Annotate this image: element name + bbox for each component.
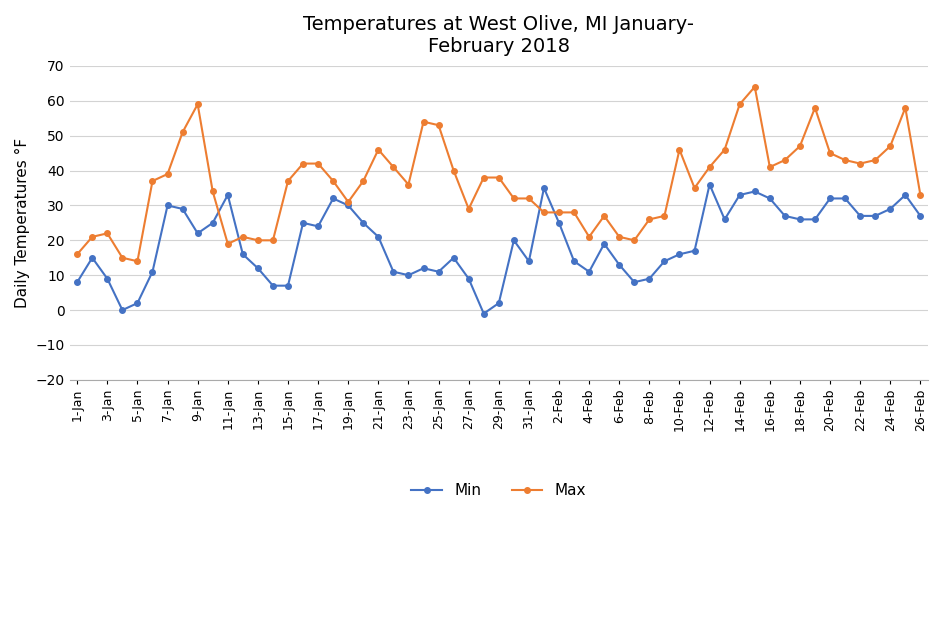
Max [448, 167, 459, 175]
Max [915, 191, 926, 198]
Min [659, 257, 670, 265]
Max [72, 251, 83, 258]
Min [72, 278, 83, 286]
Min [117, 306, 128, 314]
Min [674, 251, 686, 258]
Legend: Min, Max: Min, Max [405, 477, 592, 504]
Max [117, 254, 128, 261]
Min [915, 212, 926, 220]
Y-axis label: Daily Temperatures °F: Daily Temperatures °F [15, 138, 30, 308]
Min [478, 310, 489, 317]
Min [102, 275, 113, 283]
Min [703, 181, 715, 188]
Line: Min: Min [74, 181, 923, 317]
Max [749, 83, 760, 90]
Max [659, 212, 670, 220]
Max [102, 230, 113, 237]
Line: Max: Max [74, 84, 923, 264]
Title: Temperatures at West Olive, MI January-
February 2018: Temperatures at West Olive, MI January- … [304, 15, 694, 56]
Max [674, 146, 686, 153]
Max [312, 160, 323, 167]
Max [132, 257, 143, 265]
Min [433, 268, 444, 276]
Min [297, 219, 308, 227]
